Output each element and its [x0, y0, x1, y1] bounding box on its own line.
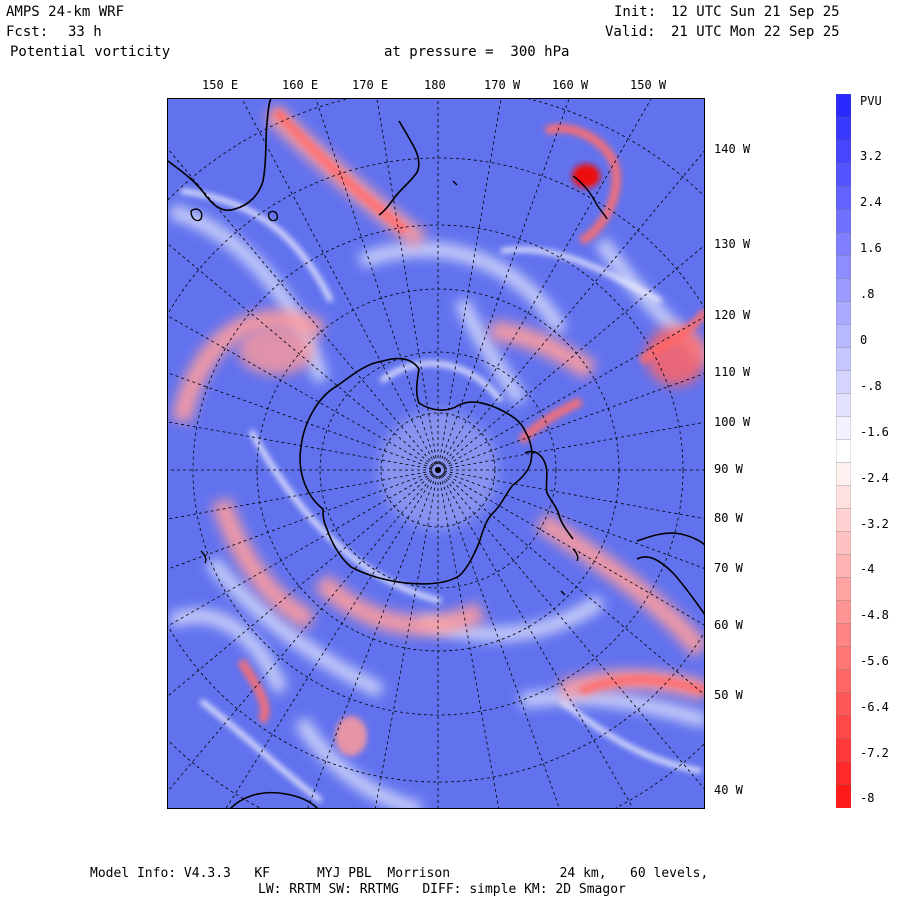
colorbar-segment: [836, 761, 851, 786]
colorbar-segment: [836, 185, 851, 210]
top-tick-label: 150 W: [630, 78, 667, 92]
colorbar-segment: [836, 278, 851, 302]
south-america-land: [636, 556, 704, 615]
right-tick-label: 110 W: [714, 365, 751, 379]
pv-red-patch: [646, 326, 704, 386]
model-title: AMPS 24-km WRF: [6, 4, 125, 20]
colorbar-segment: [836, 623, 851, 648]
colorbar-label: -7.2: [860, 746, 889, 760]
colorbar-label: .8: [860, 287, 875, 301]
pv-red-patch: [335, 716, 367, 756]
coastlines: [168, 99, 704, 808]
colorbar-segment: [836, 669, 851, 694]
colorbar-label: 2.4: [860, 195, 882, 209]
colorbar-segment: [836, 116, 851, 141]
colorbar-label: -2.4: [860, 471, 889, 485]
colorbar-label: -3.2: [860, 517, 889, 531]
right-tick-label: 120 W: [714, 308, 751, 322]
top-tick-label: 180: [424, 78, 446, 92]
pv-strong-red-bands: [237, 107, 704, 725]
colorbar-label: 3.2: [860, 149, 882, 163]
colorbar-label: -8: [860, 791, 875, 805]
pv-map: [168, 99, 704, 808]
right-tick-label: 40 W: [714, 783, 743, 797]
right-tick-label: 140 W: [714, 142, 751, 156]
colorbar-label: 0: [860, 333, 868, 347]
pv-red-core: [572, 164, 600, 188]
top-tick-label: 150 E: [202, 78, 239, 92]
right-tick-label: 130 W: [714, 237, 751, 251]
init-label: Init:: [614, 4, 657, 20]
right-tick-label: 80 W: [714, 511, 743, 525]
colorbar-label: -5.6: [860, 654, 889, 668]
colorbar-segment: [836, 600, 851, 625]
top-tick-label: 170 W: [484, 78, 521, 92]
right-tick-label: 90 W: [714, 462, 743, 476]
colorbar-segment: [836, 347, 851, 372]
new-zealand: [378, 120, 420, 216]
colorbar-segment: [836, 324, 851, 349]
colorbar-segment: [836, 416, 851, 441]
colorbar-label: -4.8: [860, 608, 889, 622]
colorbar-segment: [836, 692, 851, 717]
forecast-value: 33 h: [68, 24, 102, 40]
colorbar-segment: [836, 784, 851, 808]
footer-model-info: Model Info: V4.3.3 KF MYJ PBL Morrison 2…: [90, 866, 709, 881]
colorbar-segment: [836, 439, 851, 464]
colorbar-segment: [836, 232, 851, 256]
colorbar-segment: [836, 646, 851, 671]
colorbar-label: 1.6: [860, 241, 882, 255]
colorbar-segment: [836, 255, 851, 279]
init-time: 12 UTC Sun 21 Sep 25: [671, 4, 840, 20]
forecast-label: Fcst:: [6, 24, 49, 40]
colorbar-segment: [836, 554, 851, 579]
antarctic-peninsula: [524, 450, 574, 540]
colorbar-segment: [836, 209, 851, 233]
colorbar-label: -4: [860, 562, 875, 576]
pressure-level: at pressure = 300 hPa: [384, 44, 570, 60]
pv-red-patch: [238, 327, 314, 375]
colorbar-segment: [836, 162, 851, 187]
colorbar-segment: [836, 508, 851, 533]
colorbar-segment: [836, 738, 851, 763]
colorbar-segment: [836, 393, 851, 418]
south-america-coast: [636, 532, 704, 546]
map-panel: [167, 98, 705, 809]
footer-physics-info: LW: RRTM SW: RRTMG DIFF: simple KM: 2D S…: [258, 882, 626, 897]
right-tick-label: 60 W: [714, 618, 743, 632]
colorbar-label: -.8: [860, 379, 882, 393]
colorbar-segment: [836, 462, 851, 487]
right-tick-label: 50 W: [714, 688, 743, 702]
colorbar-segment: [836, 715, 851, 740]
top-tick-label: 170 E: [352, 78, 389, 92]
colorbar-segment: [836, 301, 851, 325]
right-tick-label: 70 W: [714, 561, 743, 575]
colorbar-segment: [836, 577, 851, 602]
pv-fine-filaments: [180, 188, 702, 803]
field-name: Potential vorticity: [10, 44, 171, 60]
colorbar-segment: [836, 139, 851, 164]
australia-coast: [168, 99, 272, 212]
valid-label: Valid:: [605, 24, 656, 40]
valid-time: 21 UTC Mon 22 Sep 25: [671, 24, 840, 40]
colorbar-segment: [836, 531, 851, 556]
colorbar-segment: [836, 370, 851, 395]
antarctica-coast: [299, 357, 533, 585]
right-tick-label: 100 W: [714, 415, 751, 429]
colorbar-segment: [836, 94, 851, 118]
top-tick-label: 160 W: [552, 78, 589, 92]
colorbar-label: -1.6: [860, 425, 889, 439]
colorbar-units: PVU: [860, 94, 882, 108]
colorbar: [836, 94, 851, 808]
colorbar-label: -6.4: [860, 700, 889, 714]
colorbar-segment: [836, 485, 851, 510]
africa-tip: [229, 791, 319, 808]
islands: [190, 175, 608, 596]
top-tick-label: 160 E: [282, 78, 319, 92]
